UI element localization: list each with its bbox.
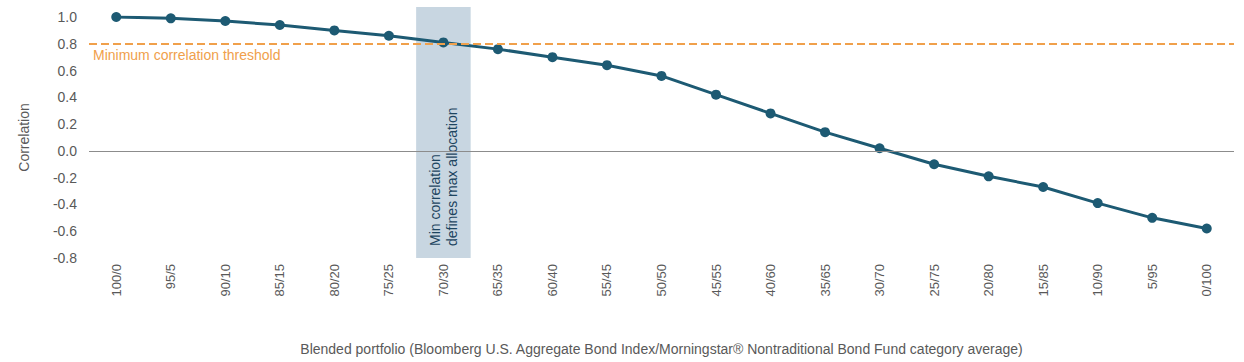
svg-text:Min correlation: Min correlation bbox=[427, 154, 443, 246]
svg-text:35/65: 35/65 bbox=[818, 264, 833, 297]
svg-text:-0.2: -0.2 bbox=[53, 170, 77, 186]
svg-text:65/35: 65/35 bbox=[490, 264, 505, 297]
svg-text:70/30: 70/30 bbox=[436, 264, 451, 297]
svg-text:25/75: 25/75 bbox=[927, 264, 942, 297]
svg-text:0.4: 0.4 bbox=[58, 89, 78, 105]
svg-text:20/80: 20/80 bbox=[981, 264, 996, 297]
svg-text:-0.6: -0.6 bbox=[53, 223, 77, 239]
svg-text:0/100: 0/100 bbox=[1199, 264, 1214, 297]
svg-text:100/0: 100/0 bbox=[109, 264, 124, 297]
svg-text:-0.4: -0.4 bbox=[53, 196, 77, 212]
svg-text:0.2: 0.2 bbox=[58, 116, 78, 132]
svg-text:0.8: 0.8 bbox=[58, 36, 78, 52]
svg-text:1.0: 1.0 bbox=[58, 9, 78, 25]
svg-text:60/40: 60/40 bbox=[545, 264, 560, 297]
svg-text:80/20: 80/20 bbox=[327, 264, 342, 297]
svg-text:Blended portfolio (Bloomberg U: Blended portfolio (Bloomberg U.S. Aggreg… bbox=[300, 341, 1022, 357]
svg-text:55/45: 55/45 bbox=[599, 264, 614, 297]
svg-text:0.0: 0.0 bbox=[58, 143, 78, 159]
svg-text:90/10: 90/10 bbox=[218, 264, 233, 297]
svg-text:95/5: 95/5 bbox=[163, 264, 178, 289]
svg-text:5/95: 5/95 bbox=[1145, 264, 1160, 289]
svg-text:85/15: 85/15 bbox=[272, 264, 287, 297]
svg-text:50/50: 50/50 bbox=[654, 264, 669, 297]
svg-text:40/60: 40/60 bbox=[763, 264, 778, 297]
svg-text:defines max allocation: defines max allocation bbox=[444, 107, 460, 246]
svg-text:Correlation: Correlation bbox=[16, 103, 32, 171]
svg-text:-0.8: -0.8 bbox=[53, 250, 77, 266]
svg-text:10/90: 10/90 bbox=[1090, 264, 1105, 297]
svg-text:30/70: 30/70 bbox=[872, 264, 887, 297]
svg-text:Minimum correlation threshold: Minimum correlation threshold bbox=[93, 47, 281, 63]
svg-text:75/25: 75/25 bbox=[381, 264, 396, 297]
svg-text:45/55: 45/55 bbox=[709, 264, 724, 297]
svg-text:0.6: 0.6 bbox=[58, 63, 78, 79]
svg-text:15/85: 15/85 bbox=[1036, 264, 1051, 297]
